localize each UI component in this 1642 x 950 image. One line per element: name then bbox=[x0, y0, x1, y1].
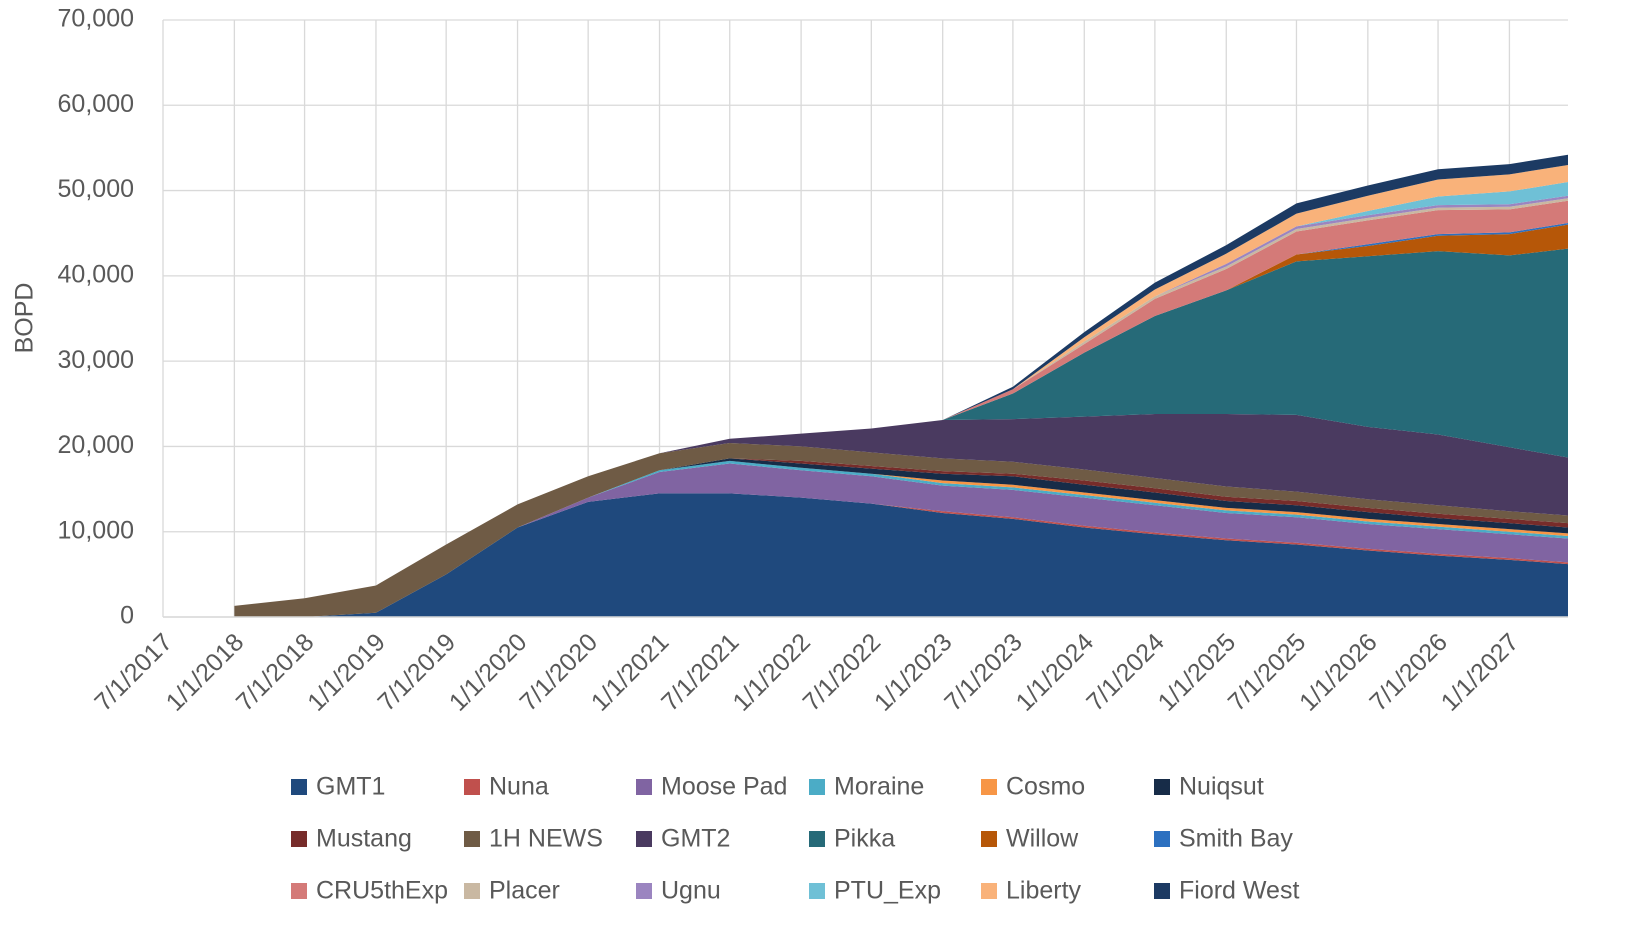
y-tick-label: 0 bbox=[120, 602, 134, 630]
y-axis-label: BOPD bbox=[11, 283, 39, 354]
legend-swatch bbox=[981, 779, 997, 795]
y-tick-label: 40,000 bbox=[58, 260, 134, 288]
legend-swatch bbox=[464, 831, 480, 847]
x-tick-label: 7/1/2019 bbox=[372, 628, 461, 717]
legend-swatch bbox=[809, 883, 825, 899]
x-tick-label: 1/1/2020 bbox=[444, 628, 533, 717]
x-tick-label: 7/1/2024 bbox=[1081, 628, 1170, 717]
legend-swatch bbox=[636, 883, 652, 899]
legend-swatch bbox=[1154, 831, 1170, 847]
x-tick-label: 7/1/2022 bbox=[798, 628, 887, 717]
area bbox=[234, 493, 1569, 617]
y-tick-label: 50,000 bbox=[58, 175, 134, 203]
area bbox=[234, 443, 1569, 617]
x-tick-label: 1/1/2024 bbox=[1011, 628, 1100, 717]
legend-label: Willow bbox=[1006, 825, 1079, 853]
legend-swatch bbox=[636, 831, 652, 847]
area bbox=[234, 248, 1569, 606]
legend-label: Cosmo bbox=[1006, 773, 1085, 801]
legend-swatch bbox=[464, 883, 480, 899]
legend-label: PTU_Exp bbox=[834, 877, 941, 905]
legend-label: Nuiqsut bbox=[1179, 773, 1264, 801]
legend-label: CRU5thExp bbox=[316, 877, 448, 905]
x-tick-label: 7/1/2018 bbox=[231, 628, 320, 717]
x-tick-label: 7/1/2021 bbox=[656, 628, 745, 717]
x-tick-label: 7/1/2026 bbox=[1364, 628, 1453, 717]
legend-swatch bbox=[464, 779, 480, 795]
y-tick-label: 60,000 bbox=[58, 90, 134, 118]
x-tick-label: 7/1/2025 bbox=[1223, 628, 1312, 717]
x-tick-label: 7/1/2023 bbox=[939, 628, 1028, 717]
legend-swatch bbox=[809, 779, 825, 795]
legend-label: Liberty bbox=[1006, 877, 1082, 905]
legend-swatch bbox=[981, 883, 997, 899]
legend-swatch bbox=[291, 883, 307, 899]
y-tick-label: 10,000 bbox=[58, 516, 134, 544]
legend-swatch bbox=[1154, 779, 1170, 795]
legend-label: Pikka bbox=[834, 825, 895, 853]
legend-label: Moose Pad bbox=[661, 773, 787, 801]
x-tick-label: 1/1/2027 bbox=[1436, 628, 1525, 717]
legend-label: GMT1 bbox=[316, 773, 385, 801]
legend-label: Moraine bbox=[834, 773, 924, 801]
x-tick-label: 7/1/2017 bbox=[89, 628, 178, 717]
area bbox=[234, 458, 1569, 617]
y-tick-label: 70,000 bbox=[58, 5, 134, 33]
legend-label: Nuna bbox=[489, 773, 549, 801]
legend-label: Mustang bbox=[316, 825, 412, 853]
area bbox=[234, 414, 1569, 606]
legend-swatch bbox=[1154, 883, 1170, 899]
legend-label: Ugnu bbox=[661, 877, 721, 905]
legend-label: Placer bbox=[489, 877, 560, 905]
legend-label: GMT2 bbox=[661, 825, 730, 853]
x-tick-label: 7/1/2020 bbox=[514, 628, 603, 717]
y-tick-label: 30,000 bbox=[58, 346, 134, 374]
legend-label: Smith Bay bbox=[1179, 825, 1293, 853]
area bbox=[234, 463, 1569, 617]
legend-swatch bbox=[291, 831, 307, 847]
legend-swatch bbox=[291, 779, 307, 795]
legend-swatch bbox=[809, 831, 825, 847]
y-tick-label: 20,000 bbox=[58, 431, 134, 459]
legend-swatch bbox=[636, 779, 652, 795]
legend-label: 1H NEWS bbox=[489, 825, 603, 853]
legend-swatch bbox=[981, 831, 997, 847]
legend-label: Fiord West bbox=[1179, 877, 1299, 905]
